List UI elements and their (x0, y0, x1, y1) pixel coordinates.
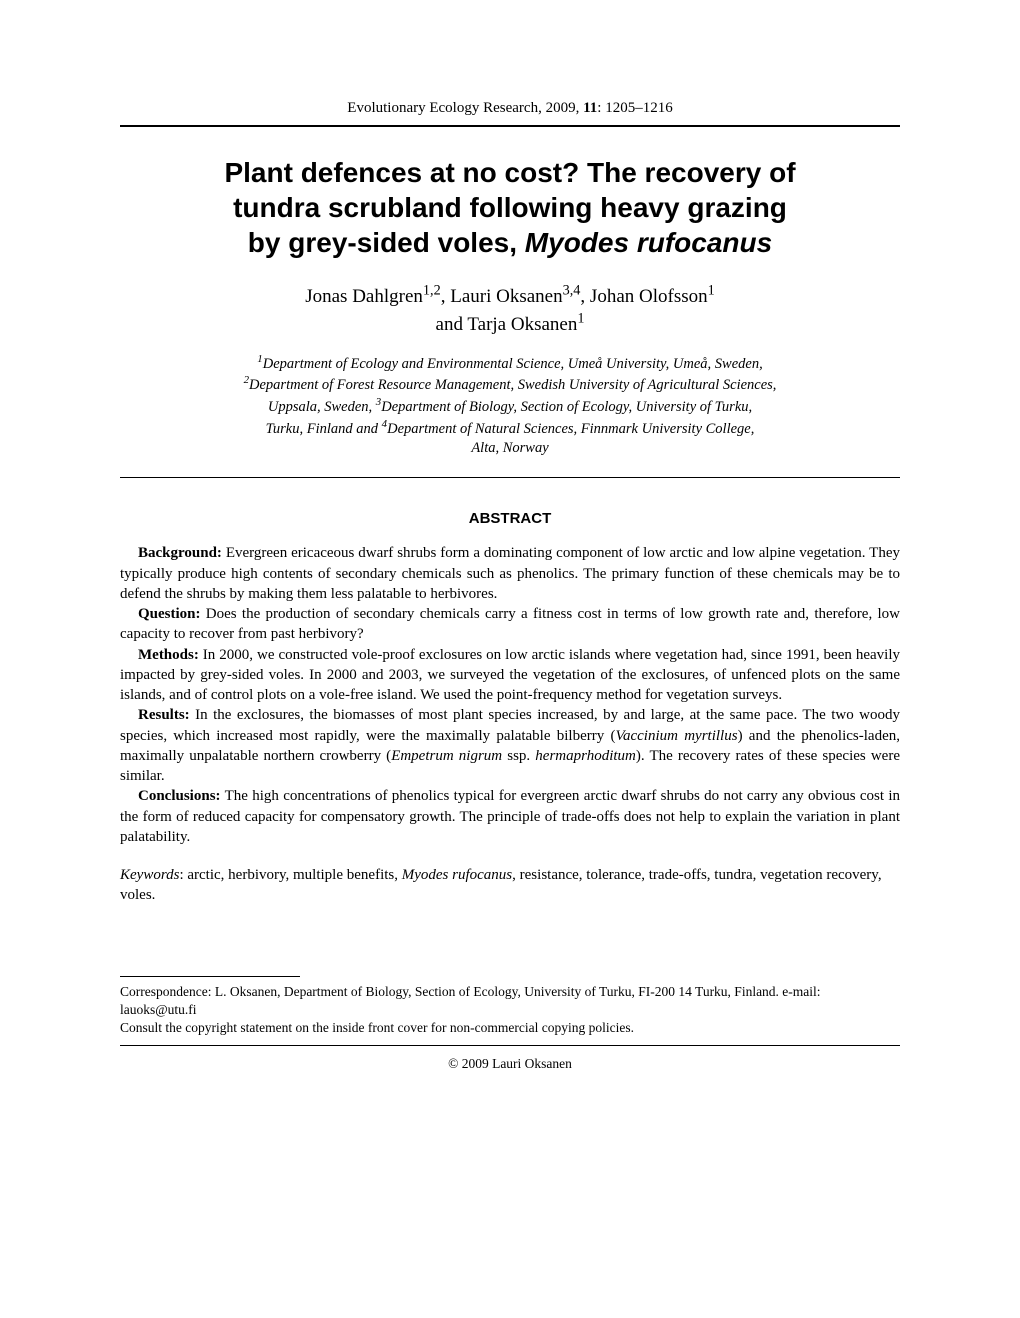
results-label: Results: (138, 707, 190, 723)
methods-label: Methods: (138, 647, 199, 663)
footer-separator (120, 976, 300, 977)
conclusions-label: Conclusions: (138, 788, 221, 804)
background-text: Evergreen ericaceous dwarf shrubs form a… (120, 545, 900, 602)
abstract-methods: Methods: In 2000, we constructed vole-pr… (120, 645, 900, 706)
journal-pages: 1205–1216 (605, 100, 673, 116)
top-rule (120, 125, 900, 127)
footer-rule (120, 1045, 900, 1046)
results-sci-2: Empetrum nigrum (391, 748, 502, 764)
journal-header: Evolutionary Ecology Research, 2009, 11:… (120, 100, 900, 117)
affil-line-1: 1Department of Ecology and Environmental… (257, 356, 762, 372)
keywords-label: Keywords (120, 867, 179, 883)
title-line-3-species: Myodes rufocanus (525, 227, 772, 258)
copyright-note: Consult the copyright statement on the i… (120, 1019, 900, 1037)
abstract-background: Background: Evergreen ericaceous dwarf s… (120, 543, 900, 604)
results-text-3: ssp. (502, 748, 535, 764)
affil-line-4: Turku, Finland and 4Department of Natura… (266, 421, 755, 437)
abstract-results: Results: In the exclosures, the biomasse… (120, 705, 900, 786)
conclusions-text: The high concentrations of phenolics typ… (120, 788, 900, 845)
authors-line-2: and Tarja Oksanen1 (436, 314, 585, 335)
abstract-conclusions: Conclusions: The high concentrations of … (120, 786, 900, 847)
title-line-2: tundra scrubland following heavy grazing (233, 192, 787, 223)
affil-line-5: Alta, Norway (471, 440, 548, 456)
abstract-heading: ABSTRACT (120, 510, 900, 527)
affiliations: 1Department of Ecology and Environmental… (120, 352, 900, 458)
question-label: Question: (138, 606, 201, 622)
affil-line-2: 2Department of Forest Resource Managemen… (244, 377, 777, 393)
title-line-1: Plant defences at no cost? The recovery … (224, 157, 795, 188)
keywords-text-1: : arctic, herbivory, multiple benefits, (179, 867, 401, 883)
journal-year: 2009 (546, 100, 576, 116)
affil-line-3: Uppsala, Sweden, 3Department of Biology,… (268, 399, 752, 415)
results-sci-3: hermaprhoditum (535, 748, 636, 764)
journal-volume: 11 (583, 100, 597, 116)
abstract-question: Question: Does the production of seconda… (120, 604, 900, 645)
title-line-3-prefix: by grey-sided voles, (248, 227, 525, 258)
authors: Jonas Dahlgren1,2, Lauri Oksanen3,4, Joh… (120, 282, 900, 338)
paper-title: Plant defences at no cost? The recovery … (120, 155, 900, 260)
keywords: Keywords: arctic, herbivory, multiple be… (120, 865, 900, 906)
methods-text: In 2000, we constructed vole-proof exclo… (120, 647, 900, 704)
journal-name: Evolutionary Ecology Research (347, 100, 538, 116)
results-sci-1: Vaccinium myrtillus (615, 728, 737, 744)
copyright: © 2009 Lauri Oksanen (120, 1056, 900, 1072)
affil-rule (120, 477, 900, 478)
keywords-sci: Myodes rufocanus (402, 867, 512, 883)
correspondence: Correspondence: L. Oksanen, Department o… (120, 983, 900, 1019)
background-label: Background: (138, 545, 222, 561)
abstract-body: Background: Evergreen ericaceous dwarf s… (120, 543, 900, 847)
authors-line-1: Jonas Dahlgren1,2, Lauri Oksanen3,4, Joh… (305, 286, 715, 307)
question-text: Does the production of secondary chemica… (120, 606, 900, 642)
